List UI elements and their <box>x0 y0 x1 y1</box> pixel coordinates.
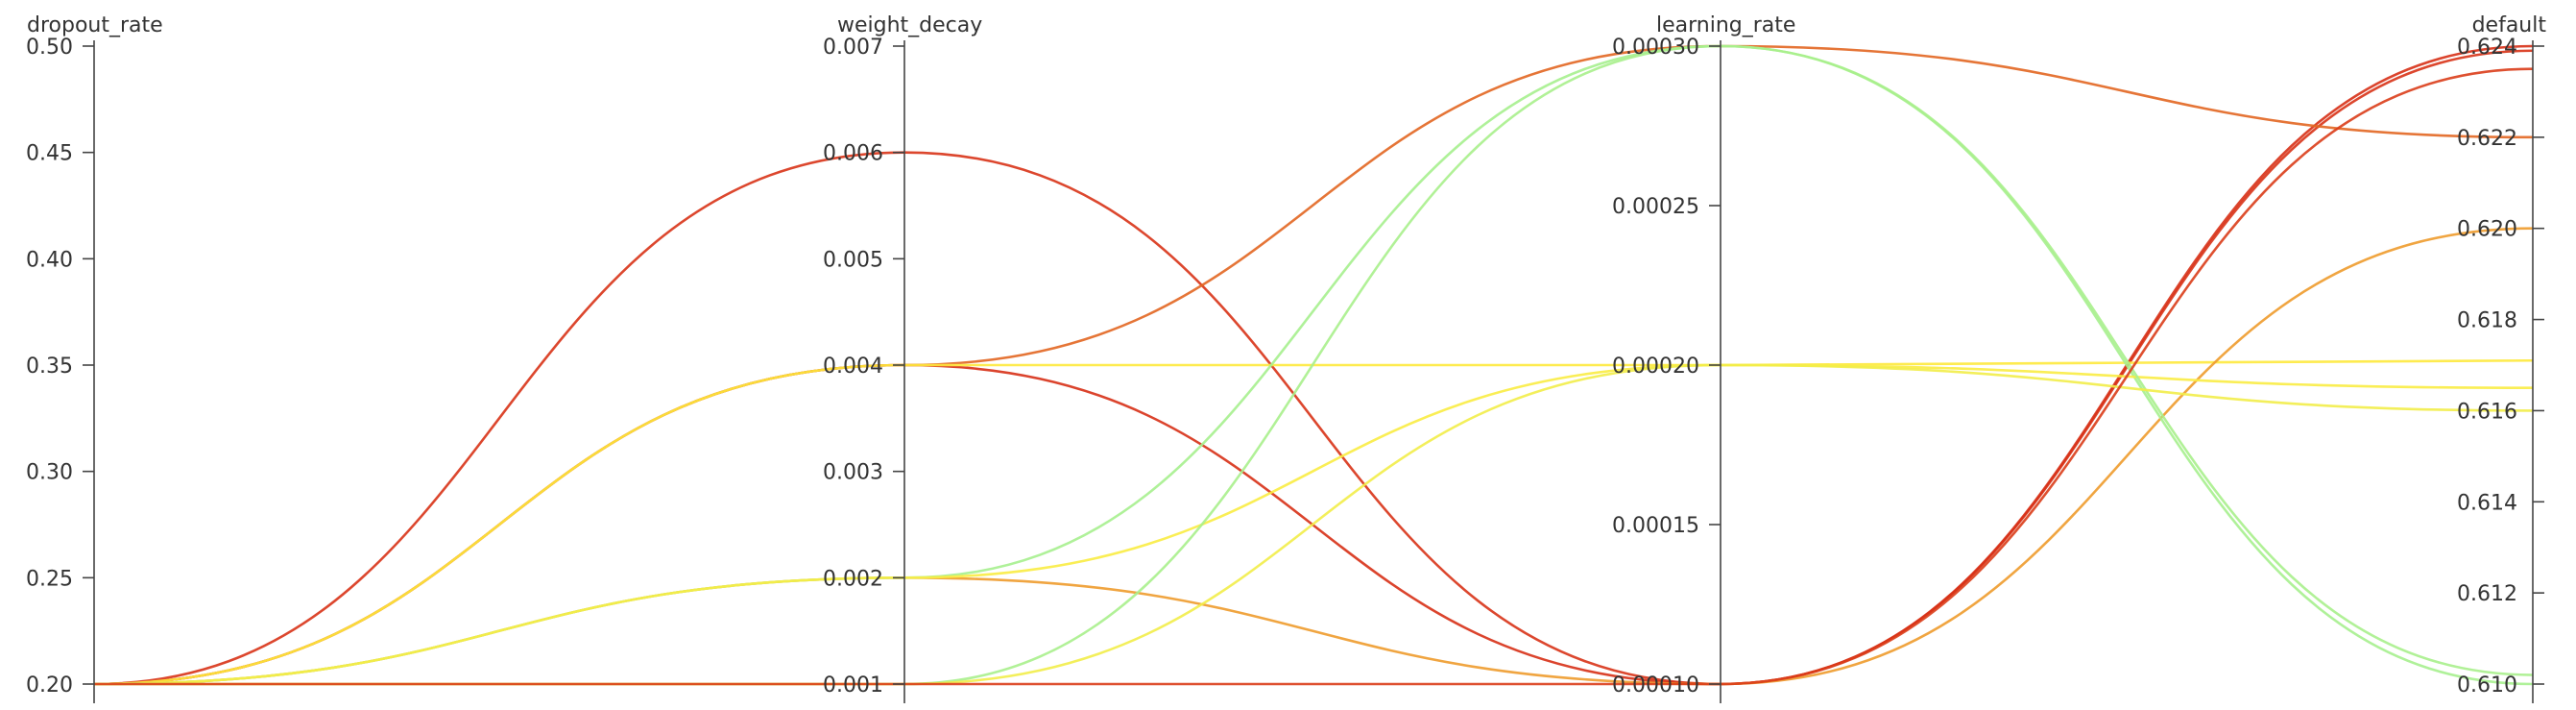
tick-label: 0.610 <box>2457 673 2517 698</box>
axis-weight-decay: weight_decay 0.001 0.002 0.003 0.004 0.005 0.0… <box>823 13 982 703</box>
tick-label: 0.614 <box>2457 491 2517 515</box>
tick-label: 0.612 <box>2457 582 2517 606</box>
tick-label: 0.007 <box>823 36 883 60</box>
tick-label: 0.616 <box>2457 400 2517 424</box>
run-line-4 <box>93 358 2534 686</box>
tick-label: 0.00010 <box>1612 673 1699 698</box>
tick-label: 0.622 <box>2457 127 2517 151</box>
tick-label: 0.001 <box>823 673 883 698</box>
run-line-7 <box>93 363 2534 686</box>
tick-label: 0.40 <box>26 248 73 272</box>
tick-label: 0.20 <box>26 673 73 698</box>
axis-title: dropout_rate <box>27 13 163 37</box>
tick-label: 0.00020 <box>1612 355 1699 379</box>
run-lines <box>93 44 2534 686</box>
axes: dropout_rate 0.20 0.25 0.30 0.35 0.40 0.45 0.50… <box>26 13 2546 703</box>
tick-label: 0.002 <box>823 567 883 591</box>
tick-label: 0.00030 <box>1612 36 1699 60</box>
run-line-8 <box>94 44 2534 686</box>
tick-label: 0.004 <box>823 355 883 379</box>
run-line-10 <box>94 67 2534 686</box>
tick-label: 0.25 <box>26 567 73 591</box>
axis-learning-rate: learning_rate 0.00010 0.00015 0.00020 0.0002… <box>1612 13 1795 703</box>
tick-label: 0.35 <box>26 355 73 379</box>
tick-label: 0.30 <box>26 461 73 485</box>
axis-title: weight_decay <box>837 13 982 37</box>
tick-label: 0.00025 <box>1612 195 1699 219</box>
axis-title: default <box>2472 13 2547 37</box>
tick-label: 0.620 <box>2457 218 2517 242</box>
axis-default: default 0.610 0.612 0.614 0.616 0.618 0.620 0.6… <box>2457 13 2546 703</box>
axis-dropout-rate: dropout_rate 0.20 0.25 0.30 0.35 0.40 0.45 0.50 <box>26 13 163 703</box>
tick-label: 0.005 <box>823 248 883 272</box>
tick-label: 0.624 <box>2457 36 2517 60</box>
tick-label: 0.003 <box>823 461 883 485</box>
tick-label: 0.50 <box>26 36 73 60</box>
tick-label: 0.618 <box>2457 309 2517 333</box>
tick-label: 0.45 <box>26 142 73 166</box>
tick-label: 0.006 <box>823 142 883 166</box>
run-line-5 <box>93 227 2534 686</box>
tick-label: 0.00015 <box>1612 514 1699 538</box>
axis-title: learning_rate <box>1656 13 1795 37</box>
run-line-1 <box>93 49 2534 686</box>
